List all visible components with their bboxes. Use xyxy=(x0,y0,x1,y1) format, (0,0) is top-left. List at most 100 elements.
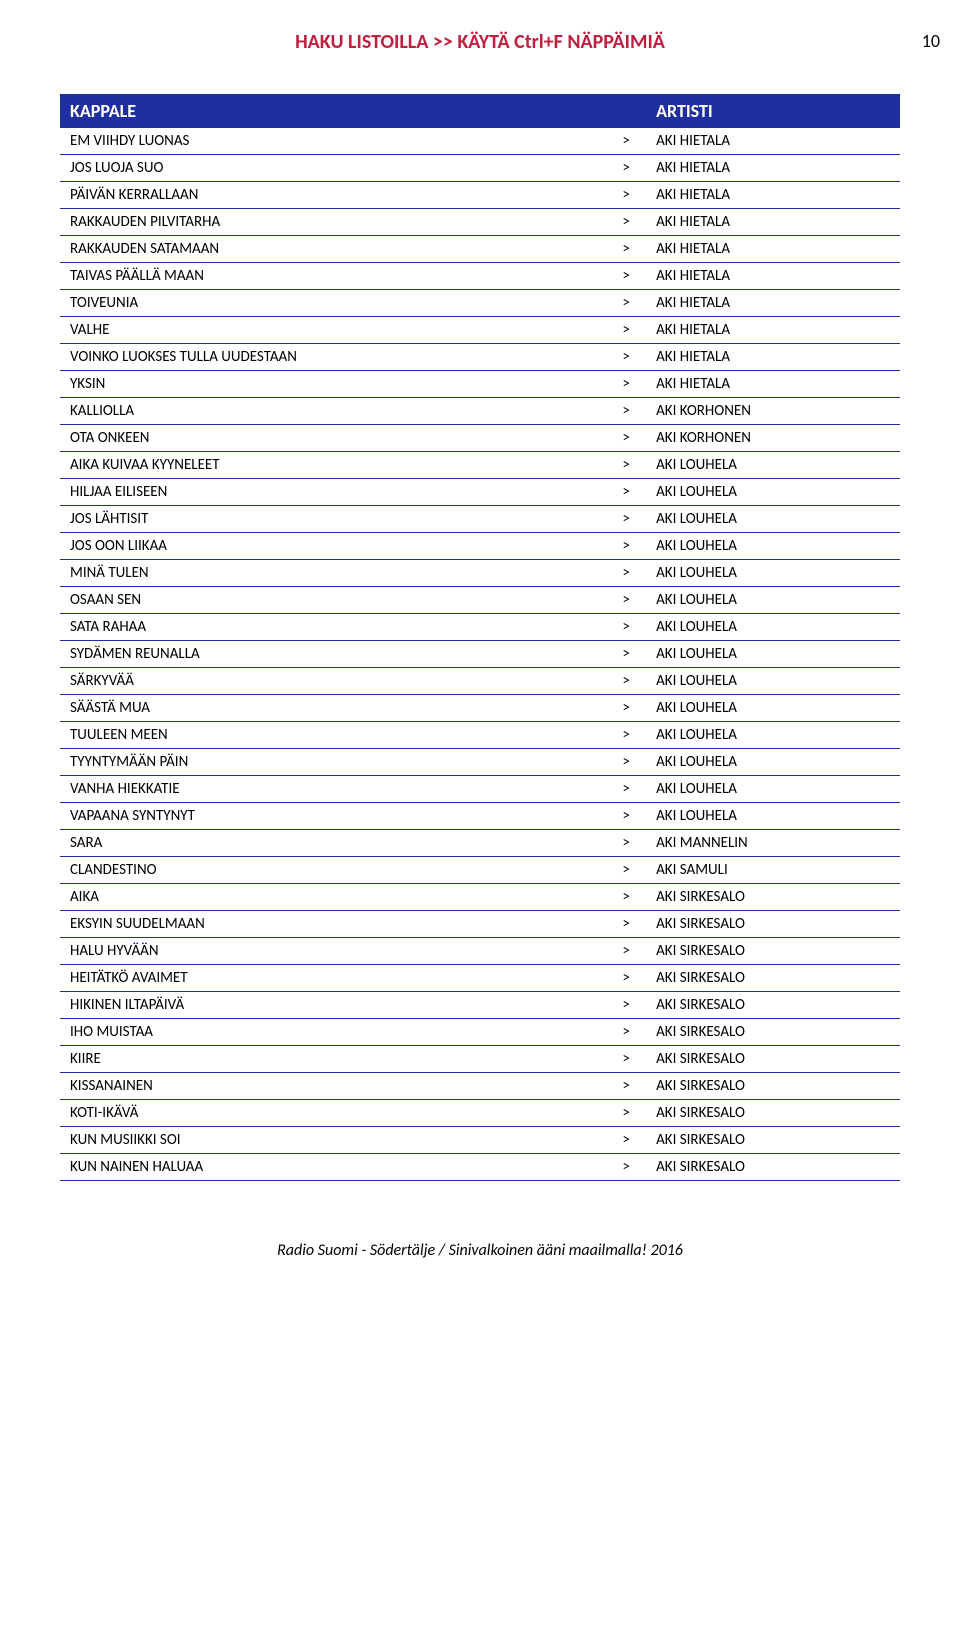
page-number: 10 xyxy=(922,30,940,52)
cell-kappale: VALHE xyxy=(60,317,606,344)
cell-separator: > xyxy=(606,1046,646,1073)
cell-kappale: HEITÄTKÖ AVAIMET xyxy=(60,965,606,992)
table-row: RAKKAUDEN PILVITARHA>AKI HIETALA xyxy=(60,209,900,236)
table-row: IHO MUISTAA>AKI SIRKESALO xyxy=(60,1019,900,1046)
table-row: KUN NAINEN HALUAA>AKI SIRKESALO xyxy=(60,1154,900,1181)
cell-kappale: AIKA xyxy=(60,884,606,911)
cell-separator: > xyxy=(606,992,646,1019)
cell-kappale: SÄÄSTÄ MUA xyxy=(60,695,606,722)
cell-kappale: TYYNTYMÄÄN PÄIN xyxy=(60,749,606,776)
table-row: HIKINEN ILTAPÄIVÄ>AKI SIRKESALO xyxy=(60,992,900,1019)
table-row: SÄRKYVÄÄ>AKI LOUHELA xyxy=(60,668,900,695)
cell-kappale: EKSYIN SUUDELMAAN xyxy=(60,911,606,938)
cell-artisti: AKI HIETALA xyxy=(646,236,900,263)
cell-kappale: PÄIVÄN KERRALLAAN xyxy=(60,182,606,209)
cell-artisti: AKI SIRKESALO xyxy=(646,884,900,911)
cell-kappale: TOIVEUNIA xyxy=(60,290,606,317)
cell-artisti: AKI HIETALA xyxy=(646,209,900,236)
table-row: TOIVEUNIA>AKI HIETALA xyxy=(60,290,900,317)
table-row: KIIRE>AKI SIRKESALO xyxy=(60,1046,900,1073)
cell-separator: > xyxy=(606,182,646,209)
table-row: VALHE>AKI HIETALA xyxy=(60,317,900,344)
cell-artisti: AKI HIETALA xyxy=(646,128,900,155)
cell-artisti: AKI KORHONEN xyxy=(646,398,900,425)
cell-artisti: AKI HIETALA xyxy=(646,371,900,398)
cell-separator: > xyxy=(606,641,646,668)
table-row: JOS LUOJA SUO>AKI HIETALA xyxy=(60,155,900,182)
col-kappale-header: KAPPALE xyxy=(60,94,606,128)
cell-separator: > xyxy=(606,344,646,371)
table-row: SARA>AKI MANNELIN xyxy=(60,830,900,857)
cell-separator: > xyxy=(606,560,646,587)
cell-separator: > xyxy=(606,317,646,344)
cell-artisti: AKI LOUHELA xyxy=(646,560,900,587)
table-row: VAPAANA SYNTYNYT>AKI LOUHELA xyxy=(60,803,900,830)
table-row: CLANDESTINO>AKI SAMULI xyxy=(60,857,900,884)
cell-artisti: AKI KORHONEN xyxy=(646,425,900,452)
cell-artisti: AKI LOUHELA xyxy=(646,479,900,506)
cell-kappale: EM VIIHDY LUONAS xyxy=(60,128,606,155)
table-row: KISSANAINEN>AKI SIRKESALO xyxy=(60,1073,900,1100)
table-row: VANHA HIEKKATIE>AKI LOUHELA xyxy=(60,776,900,803)
cell-separator: > xyxy=(606,776,646,803)
cell-artisti: AKI SIRKESALO xyxy=(646,911,900,938)
cell-kappale: HALU HYVÄÄN xyxy=(60,938,606,965)
cell-kappale: KISSANAINEN xyxy=(60,1073,606,1100)
table-row: AIKA>AKI SIRKESALO xyxy=(60,884,900,911)
cell-separator: > xyxy=(606,263,646,290)
song-table: KAPPALE ARTISTI EM VIIHDY LUONAS>AKI HIE… xyxy=(60,94,900,1181)
cell-separator: > xyxy=(606,965,646,992)
table-row: KOTI-IKÄVÄ>AKI SIRKESALO xyxy=(60,1100,900,1127)
page-header: HAKU LISTOILLA >> KÄYTÄ Ctrl+F NÄPPÄIMIÄ… xyxy=(60,30,900,54)
table-row: HALU HYVÄÄN>AKI SIRKESALO xyxy=(60,938,900,965)
cell-artisti: AKI LOUHELA xyxy=(646,749,900,776)
cell-kappale: IHO MUISTAA xyxy=(60,1019,606,1046)
table-row: SYDÄMEN REUNALLA>AKI LOUHELA xyxy=(60,641,900,668)
cell-kappale: KUN NAINEN HALUAA xyxy=(60,1154,606,1181)
table-row: SATA RAHAA>AKI LOUHELA xyxy=(60,614,900,641)
cell-separator: > xyxy=(606,830,646,857)
cell-separator: > xyxy=(606,1154,646,1181)
cell-artisti: AKI LOUHELA xyxy=(646,641,900,668)
cell-separator: > xyxy=(606,155,646,182)
cell-separator: > xyxy=(606,209,646,236)
cell-separator: > xyxy=(606,722,646,749)
cell-artisti: AKI MANNELIN xyxy=(646,830,900,857)
cell-kappale: KUN MUSIIKKI SOI xyxy=(60,1127,606,1154)
cell-artisti: AKI SIRKESALO xyxy=(646,992,900,1019)
cell-separator: > xyxy=(606,614,646,641)
table-row: MINÄ TULEN>AKI LOUHELA xyxy=(60,560,900,587)
table-row: OTA ONKEEN>AKI KORHONEN xyxy=(60,425,900,452)
cell-artisti: AKI SIRKESALO xyxy=(646,1073,900,1100)
cell-kappale: KOTI-IKÄVÄ xyxy=(60,1100,606,1127)
cell-artisti: AKI LOUHELA xyxy=(646,533,900,560)
table-row: JOS LÄHTISIT>AKI LOUHELA xyxy=(60,506,900,533)
cell-separator: > xyxy=(606,749,646,776)
cell-separator: > xyxy=(606,1019,646,1046)
cell-separator: > xyxy=(606,857,646,884)
cell-kappale: TUULEEN MEEN xyxy=(60,722,606,749)
cell-separator: > xyxy=(606,236,646,263)
cell-artisti: AKI SAMULI xyxy=(646,857,900,884)
cell-separator: > xyxy=(606,533,646,560)
cell-artisti: AKI SIRKESALO xyxy=(646,1100,900,1127)
cell-separator: > xyxy=(606,911,646,938)
page-footer: Radio Suomi - Södertälje / Sinivalkoinen… xyxy=(60,1241,900,1260)
table-row: TYYNTYMÄÄN PÄIN>AKI LOUHELA xyxy=(60,749,900,776)
cell-artisti: AKI LOUHELA xyxy=(646,803,900,830)
cell-artisti: AKI LOUHELA xyxy=(646,506,900,533)
cell-artisti: AKI HIETALA xyxy=(646,155,900,182)
table-row: AIKA KUIVAA KYYNELEET>AKI LOUHELA xyxy=(60,452,900,479)
cell-separator: > xyxy=(606,452,646,479)
cell-kappale: RAKKAUDEN SATAMAAN xyxy=(60,236,606,263)
table-row: TUULEEN MEEN>AKI LOUHELA xyxy=(60,722,900,749)
table-row: PÄIVÄN KERRALLAAN>AKI HIETALA xyxy=(60,182,900,209)
table-row: HILJAA EILISEEN>AKI LOUHELA xyxy=(60,479,900,506)
cell-kappale: JOS OON LIIKAA xyxy=(60,533,606,560)
cell-separator: > xyxy=(606,1100,646,1127)
cell-artisti: AKI LOUHELA xyxy=(646,614,900,641)
table-row: EM VIIHDY LUONAS>AKI HIETALA xyxy=(60,128,900,155)
cell-kappale: KIIRE xyxy=(60,1046,606,1073)
table-row: EKSYIN SUUDELMAAN>AKI SIRKESALO xyxy=(60,911,900,938)
cell-separator: > xyxy=(606,506,646,533)
